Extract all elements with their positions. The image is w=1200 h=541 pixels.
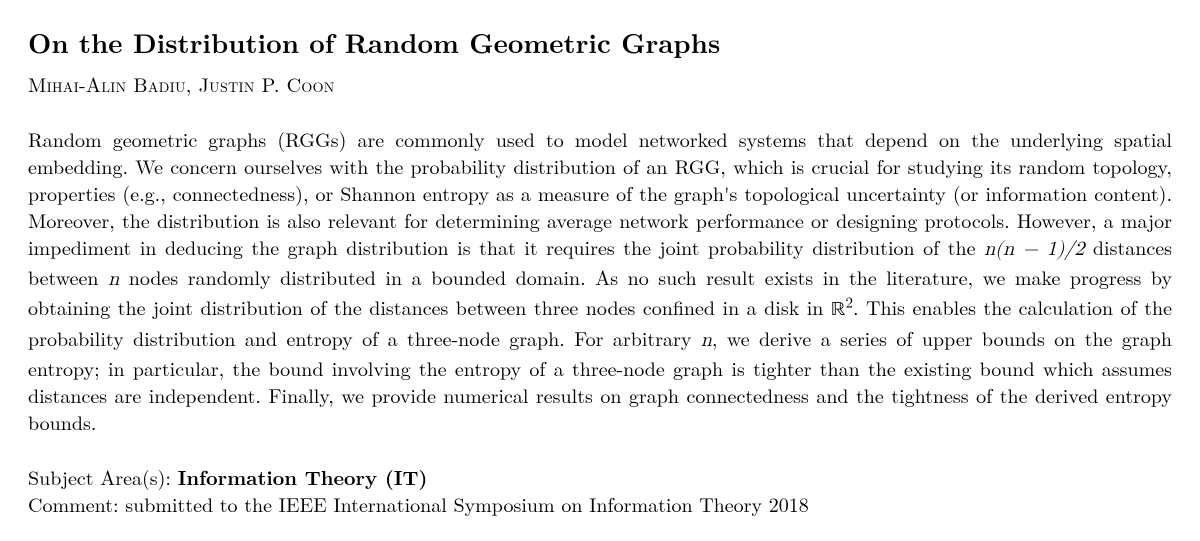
subject-label: Subject Area(s): xyxy=(28,462,178,491)
page-title: On the Distribution of Random Geometric … xyxy=(28,24,1172,60)
math-formula: n(n − 1)/2 xyxy=(984,239,1084,259)
math-superscript: 2 xyxy=(846,292,854,313)
abstract: Random geometric graphs (RGGs) are commo… xyxy=(28,125,1172,435)
subject-value: Information Theory (IT) xyxy=(178,462,428,491)
math-formula: n xyxy=(108,269,119,289)
subject-area-line: Subject Area(s): Information Theory (IT) xyxy=(28,463,1172,490)
comment-label: Comment: xyxy=(28,489,125,518)
authors: Mihai-Alin Badiu, Justin P. Coon xyxy=(28,70,1172,97)
math-formula: ℝ xyxy=(831,300,846,320)
comment-value: submitted to the IEEE International Symp… xyxy=(125,489,809,518)
comment-line: Comment: submitted to the IEEE Internati… xyxy=(28,490,1172,517)
math-formula: n xyxy=(701,330,712,350)
